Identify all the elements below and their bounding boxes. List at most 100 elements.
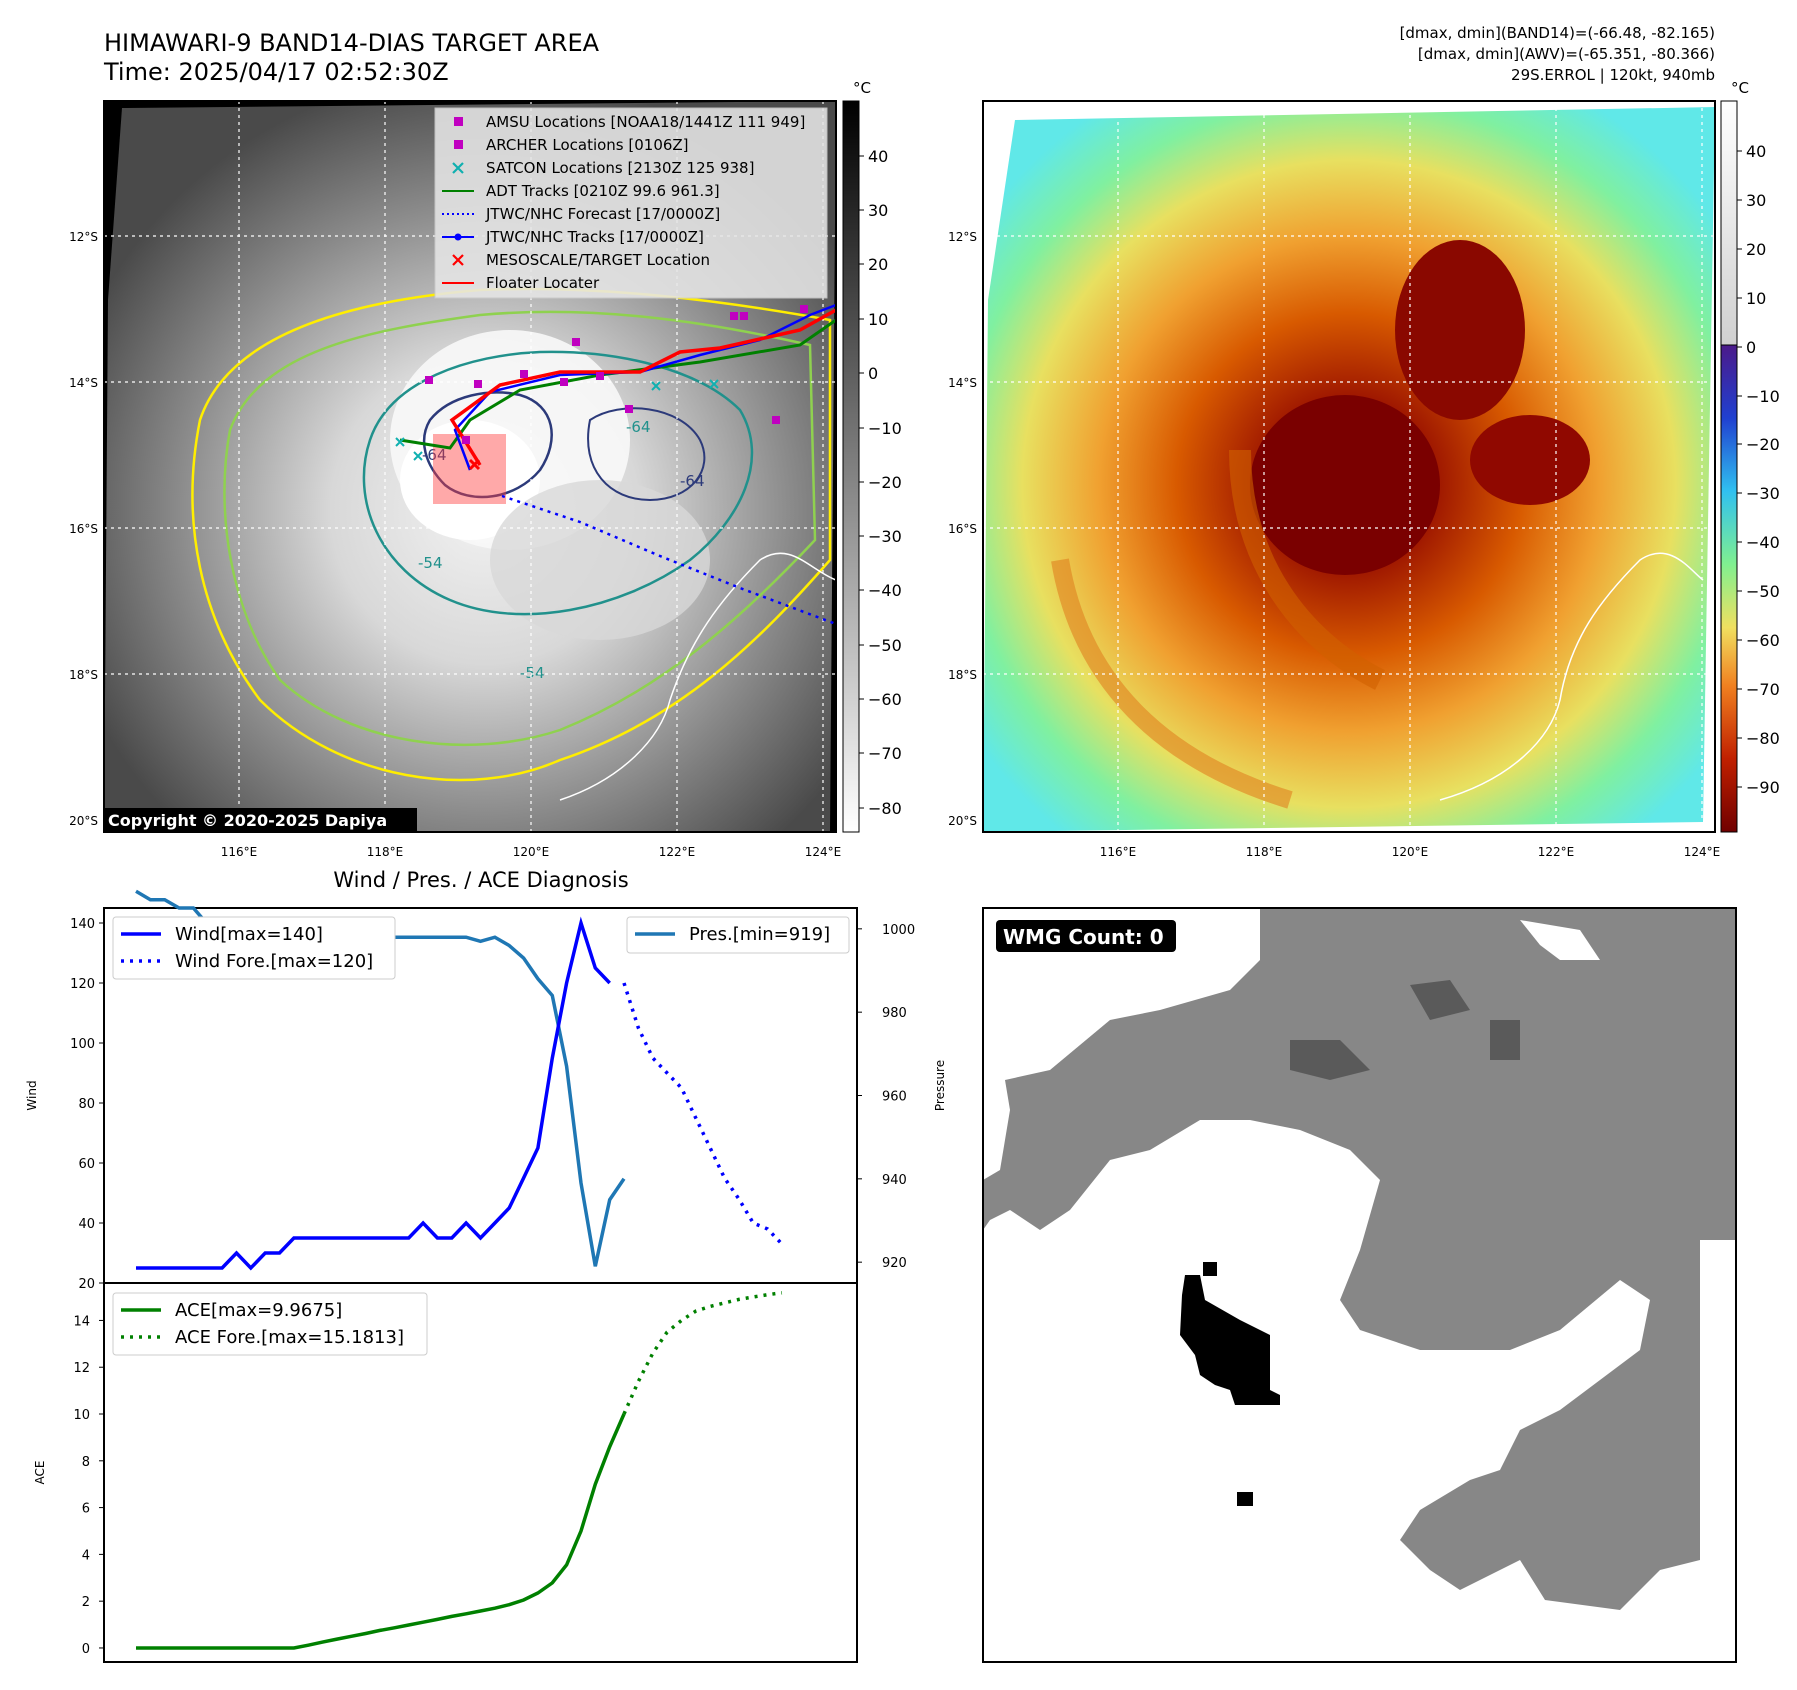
ace-forecast-line — [622, 1291, 783, 1415]
color-colorbar: °C 40 30 20 10 0 −10 −20 −30 −40 −50 −60 −70 −80 −90 — [1720, 79, 1780, 833]
pressure-tick: 1000 — [882, 923, 915, 938]
legend-item: MESOSCALE/TARGET Location — [452, 251, 710, 269]
contour-label: -64 — [680, 472, 705, 490]
wind-line — [136, 916, 611, 1271]
color-map-gridlines — [983, 101, 1715, 832]
legend-item: ADT Tracks [0210Z 99.6 961.3] — [442, 182, 720, 200]
legend-marker — [454, 117, 463, 126]
colorbar-tick: −50 — [1746, 582, 1780, 601]
coastline — [559, 552, 837, 801]
colorbar-tick: 40 — [868, 147, 888, 166]
lat-label: 16°S — [948, 522, 977, 536]
colorbar-tick: 20 — [1746, 240, 1766, 259]
colorbar-unit: °C — [1731, 79, 1749, 97]
ace-tick: 8 — [82, 1455, 90, 1470]
legend-label: ARCHER Locations [0106Z] — [486, 136, 689, 154]
legend-label: JTWC/NHC Tracks [17/0000Z] — [485, 228, 704, 246]
figure-title: HIMAWARI-9 BAND14-DIAS TARGET AREA — [104, 29, 600, 57]
colorbar-tick: −30 — [868, 527, 902, 546]
lat-label: 12°S — [948, 230, 977, 244]
ace-tick: 14 — [73, 1314, 90, 1329]
colorbar-tick: −80 — [1746, 729, 1780, 748]
legend-label: ADT Tracks [0210Z 99.6 961.3] — [486, 182, 720, 200]
color-map-lon-labels: 116°E 118°E 120°E 122°E 124°E — [1100, 845, 1721, 859]
legend-label: Pres.[min=919] — [689, 924, 830, 945]
colorbar-tick: −20 — [868, 473, 902, 492]
contour-yellow — [191, 287, 832, 782]
target-location-marker — [468, 458, 481, 471]
lon-label: 124°E — [1684, 845, 1721, 859]
ace-chart: 14 12 10 8 6 4 2 0 ACE ACE[max=9.9675] ACE Fore.[m… — [33, 1282, 858, 1663]
pressure-axis-label: Pressure — [933, 1060, 947, 1111]
colorbar-tick: −10 — [868, 419, 902, 438]
legend-label: JTWC/NHC Forecast [17/0000Z] — [485, 205, 720, 223]
contour-label: -54 — [520, 664, 545, 682]
ace-tick: 2 — [82, 1595, 90, 1610]
colorbar-tick: 0 — [868, 364, 878, 383]
legend-label: SATCON Locations [2130Z 125 938] — [486, 159, 754, 177]
map-lon-labels: 116°E 118°E 120°E 122°E 124°E — [221, 845, 842, 859]
colorbar-tick: 30 — [868, 201, 888, 220]
colorbar-tick: −70 — [1746, 680, 1780, 699]
coastline-color — [1439, 552, 1704, 801]
colorbar-tick: −60 — [868, 690, 902, 709]
satcon-markers — [395, 379, 719, 461]
colorbar-tick: −40 — [1746, 533, 1780, 552]
wmg-black-blob — [1180, 1275, 1280, 1405]
wmg-white-patch — [1520, 920, 1600, 960]
legend-item: JTWC/NHC Tracks [17/0000Z] — [442, 228, 704, 246]
wmg-black-dot — [1203, 1262, 1217, 1276]
ace-tick: 6 — [82, 1502, 90, 1517]
legend-item: SATCON Locations [2130Z 125 938] — [452, 159, 754, 177]
legend-label: AMSU Locations [NOAA18/1441Z 111 949] — [486, 113, 805, 131]
wmg-black-dot — [1237, 1492, 1253, 1506]
wind-tick: 80 — [78, 1097, 95, 1112]
legend-label: MESOSCALE/TARGET Location — [486, 251, 710, 269]
colorbar-tick: 40 — [1746, 142, 1766, 161]
wmg-panel: WMG Count: 0 — [982, 907, 1737, 1663]
lon-label: 118°E — [367, 845, 404, 859]
wind-tick: 140 — [70, 917, 95, 932]
storm-info: 29S.ERROL | 120kt, 940mb — [1511, 66, 1715, 84]
lon-label: 120°E — [1392, 845, 1429, 859]
colorbar-tick: −80 — [868, 799, 902, 818]
legend-item: JTWC/NHC Forecast [17/0000Z] — [442, 205, 720, 223]
legend-item: Floater Locater — [442, 274, 600, 292]
wind-pressure-chart: 140 120 100 80 60 40 20 1000 980 960 940 920 Wind Pre… — [25, 889, 947, 1292]
wind-tick: 40 — [78, 1217, 95, 1232]
pressure-tick: 960 — [882, 1090, 907, 1105]
wind-tick: 60 — [78, 1157, 95, 1172]
ace-axis-label: ACE — [33, 1461, 47, 1485]
legend-label: ACE[max=9.9675] — [175, 1300, 342, 1321]
legend-marker — [452, 254, 464, 266]
ace-tick: 0 — [82, 1642, 90, 1657]
wmg-count-badge — [996, 920, 1176, 952]
gray-colorbar: °C 40 30 20 10 0 −10 −20 −30 −40 −50 −60 −70 −80 — [842, 79, 902, 833]
pressure-tick: 980 — [882, 1006, 907, 1021]
lon-label: 122°E — [659, 845, 696, 859]
lat-label: 12°S — [69, 230, 98, 244]
contour-label: -64 — [626, 418, 651, 436]
diagnosis-title: Wind / Pres. / ACE Diagnosis — [333, 868, 628, 892]
lat-label: 14°S — [69, 376, 98, 390]
lon-label: 120°E — [513, 845, 550, 859]
dmax-band14: [dmax, dmin](BAND14)=(-66.48, -82.165) — [1400, 24, 1715, 42]
floater-locater — [449, 308, 837, 466]
lon-label: 116°E — [221, 845, 258, 859]
wmg-count-label: WMG Count: 0 — [1003, 925, 1164, 949]
wind-legend: Wind[max=140] Wind Fore.[max=120] — [112, 916, 396, 980]
contour-label: -64 — [422, 446, 447, 464]
wind-tick: 120 — [70, 977, 95, 992]
lon-label: 122°E — [1538, 845, 1575, 859]
map-legend: AMSU Locations [NOAA18/1441Z 111 949] ARC… — [434, 107, 828, 299]
wind-tick: 100 — [70, 1037, 95, 1052]
ir-map-panel: -64 -64 -54 -54 -64 — [69, 100, 842, 859]
colorbar-tick: 30 — [1746, 191, 1766, 210]
color-ir-map-panel: 12°S 14°S 16°S 18°S 20°S 116°E 118°E 120°E 122°… — [948, 100, 1721, 859]
colorbar-tick: −20 — [1746, 435, 1780, 454]
colorbar-tick: −60 — [1746, 631, 1780, 650]
colorbar-tick: −90 — [1746, 778, 1780, 797]
dmax-awv: [dmax, dmin](AWV)=(-65.351, -80.366) — [1418, 45, 1715, 63]
ace-tick: 4 — [82, 1548, 90, 1563]
